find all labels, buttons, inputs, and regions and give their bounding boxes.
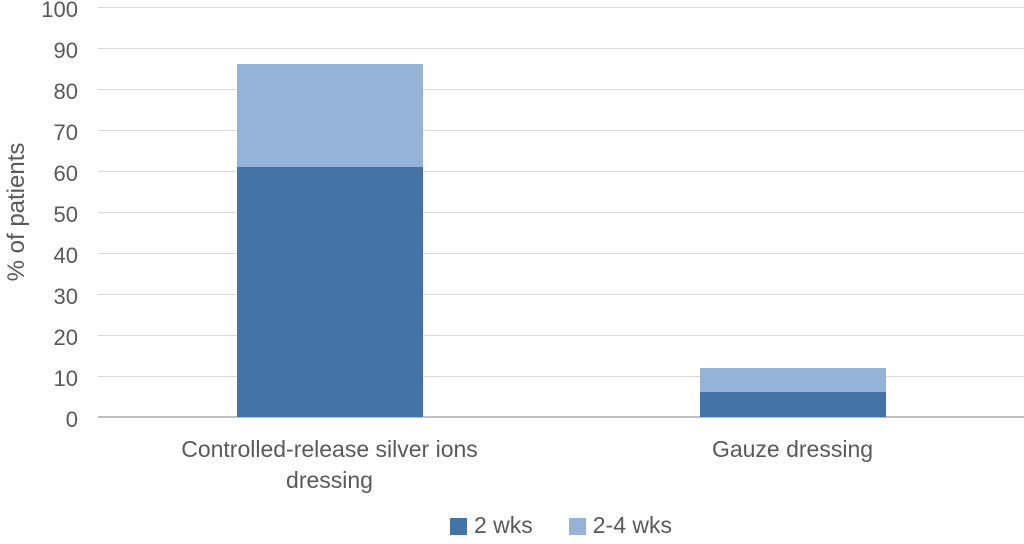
y-tick-label: 70 [53, 120, 78, 145]
category-label: Controlled-release silver ions dressing [181, 436, 478, 493]
bar-segment-2-wks [699, 392, 886, 417]
y-tick-label: 20 [53, 325, 78, 350]
y-tick-label: 90 [53, 38, 78, 63]
gridline [98, 89, 1024, 90]
gridline [98, 7, 1024, 8]
x-axis-line [98, 416, 1024, 418]
gridline [98, 294, 1024, 295]
gridline [98, 253, 1024, 254]
y-tick-label: 100 [41, 0, 78, 22]
bar-segment-2-4-wks [699, 367, 886, 393]
legend: 2 wks 2-4 wks [98, 512, 1024, 539]
y-tick-label: 60 [53, 161, 78, 186]
category-label: Gauze dressing [711, 436, 874, 462]
gridline [98, 171, 1024, 172]
y-tick-label: 10 [53, 366, 78, 391]
y-tick-label: 80 [53, 79, 78, 104]
legend-item-2-wks: 2 wks [449, 512, 533, 539]
bar-segment-2-wks [236, 166, 423, 417]
y-tick-label: 30 [53, 284, 78, 309]
bar-segment-2-4-wks [236, 64, 423, 167]
gridline [98, 212, 1024, 213]
legend-swatch-icon [568, 518, 586, 535]
y-tick-label: 50 [53, 202, 78, 227]
gridline [98, 48, 1024, 49]
y-tick-label: 40 [53, 243, 78, 268]
legend-swatch-icon [449, 518, 467, 535]
gridline [98, 130, 1024, 131]
gridline [98, 335, 1024, 336]
legend-label: 2-4 wks [592, 512, 673, 538]
legend-item-2-4-wks: 2-4 wks [568, 512, 673, 539]
y-tick-label: 0 [65, 407, 78, 432]
gridline [98, 376, 1024, 377]
legend-label: 2 wks [473, 512, 533, 538]
